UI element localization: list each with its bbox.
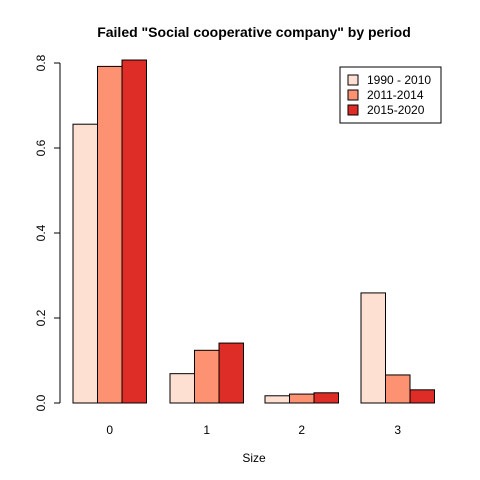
bar-0-1 [72,123,98,404]
bar-0-2 [97,65,123,404]
bar-2-2 [289,393,315,404]
bar-2-3 [313,392,339,404]
y-tick-label: 0.4 [34,224,48,241]
legend-swatch [347,89,359,101]
y-tick-label: 0.8 [34,54,48,71]
legend-swatch [347,104,359,116]
legend-label: 1990 - 2010 [367,73,431,87]
bar-1-1 [169,373,195,404]
y-tick-label: 0.0 [34,394,48,411]
bar-2-1 [264,395,290,404]
y-axis: 0.0 0.2 0.4 0.6 0.8 [34,54,61,411]
y-tick-label: 0.2 [34,309,48,326]
legend-label: 2011-2014 [367,88,424,102]
bar-0-3 [121,59,147,404]
bar-3-1 [360,292,386,404]
bar-1-3 [218,342,244,404]
legend-swatch [347,74,359,86]
bars [72,59,435,404]
bar-3-3 [409,389,435,404]
bar-3-2 [385,374,411,404]
x-axis-title: Size [242,451,266,465]
bar-1-2 [194,349,220,404]
x-axis-labels: 0 1 2 3 [106,423,401,437]
x-tick-label: 1 [203,423,210,437]
chart-title: Failed "Social cooperative company" by p… [97,24,411,40]
x-tick-label: 3 [394,423,401,437]
legend-label: 2015-2020 [367,103,425,117]
x-tick-label: 2 [298,423,305,437]
y-tick-label: 0.6 [34,139,48,156]
x-tick-label: 0 [106,423,113,437]
